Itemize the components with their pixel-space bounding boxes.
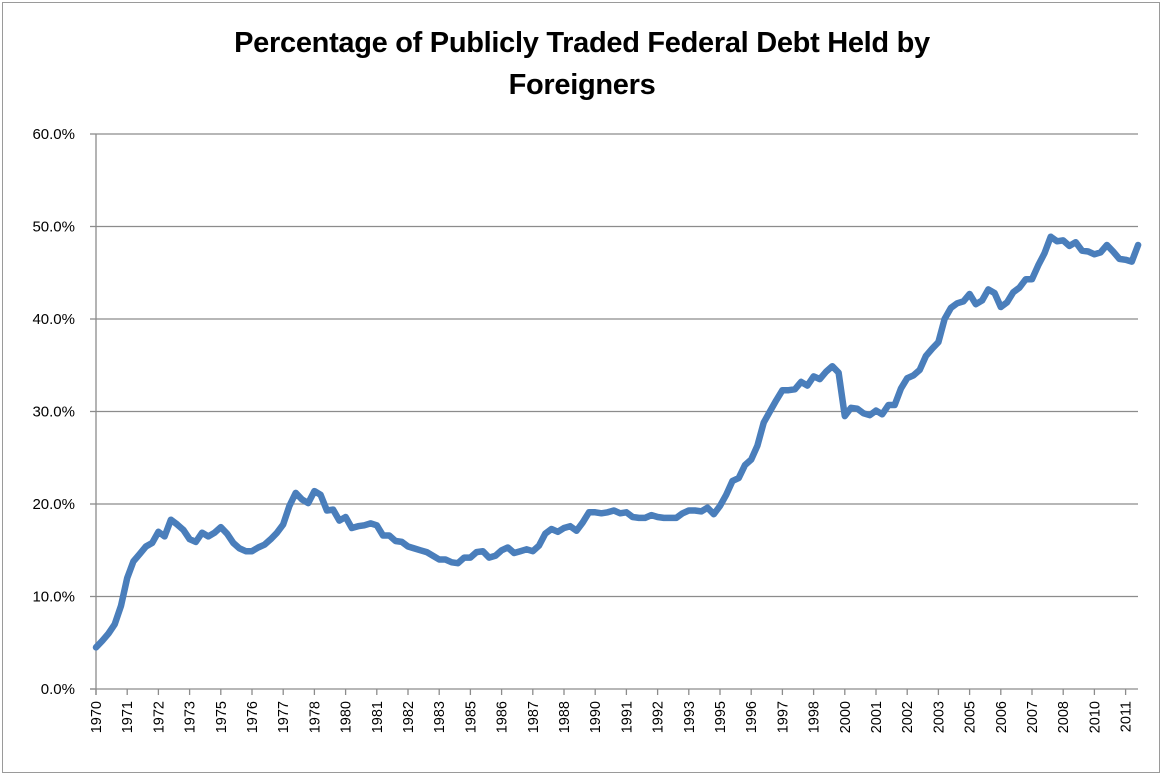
x-tick-label: 1998 <box>807 701 823 733</box>
x-tick-label: 1982 <box>401 701 417 733</box>
gridlines <box>96 133 1138 598</box>
x-tick-label: 2010 <box>1087 701 1103 733</box>
x-tick-label: 1973 <box>183 701 199 733</box>
x-tick-label: 2011 <box>1119 701 1135 732</box>
x-tick-label: 2002 <box>900 701 916 733</box>
y-tick-label: 20.0% <box>32 496 75 513</box>
y-tick-label: 0.0% <box>41 681 75 698</box>
x-tick-label: 1970 <box>89 701 105 733</box>
x-tick-label: 2000 <box>838 701 854 733</box>
x-tick-label: 2001 <box>869 701 885 733</box>
x-tick-label: 1985 <box>463 701 479 733</box>
x-tick-label: 1983 <box>432 701 448 733</box>
x-tick-label: 1975 <box>214 701 230 733</box>
y-tick-label: 50.0% <box>32 219 75 236</box>
y-tick-label: 30.0% <box>32 404 75 421</box>
x-axis: 1970 1971 1972 1973 1975 1976 1977 1978 1980 1981… <box>89 688 1138 733</box>
x-tick-label: 2007 <box>1025 701 1041 733</box>
x-tick-label: 1991 <box>619 701 635 733</box>
chart-title: Percentage of Publicly Traded Federal De… <box>0 22 1164 106</box>
x-tick-label: 2008 <box>1056 701 1072 733</box>
x-tick-label: 2003 <box>931 701 947 733</box>
x-tick-label: 1992 <box>651 701 667 733</box>
x-tick-label: 1988 <box>557 701 573 733</box>
x-tick-label: 1981 <box>370 701 386 733</box>
chart-title-line-2: Foreigners <box>508 69 656 101</box>
x-tick-label: 1986 <box>495 701 511 733</box>
y-tick-label: 60.0% <box>32 126 75 143</box>
x-tick-label: 1997 <box>775 701 791 733</box>
x-tick-label: 1971 <box>120 701 136 733</box>
x-tick-label: 2006 <box>994 701 1010 733</box>
x-tick-label: 1972 <box>151 701 167 733</box>
x-tick-label: 1977 <box>276 701 292 733</box>
x-tick-label: 1990 <box>588 701 604 733</box>
data-series-line <box>92 233 1142 651</box>
x-tick-label: 2005 <box>963 701 979 733</box>
y-tick-label: 10.0% <box>32 589 75 606</box>
x-tick-label: 1993 <box>682 701 698 733</box>
chart-title-line-1: Percentage of Publicly Traded Federal De… <box>234 27 930 59</box>
y-axis: 0.0% 10.0% 20.0% 30.0% 40.0% 50.0% 60.0% <box>32 126 97 698</box>
x-tick-label: 1996 <box>744 701 760 733</box>
x-tick-label: 1978 <box>307 701 323 733</box>
x-tick-label: 1987 <box>526 701 542 733</box>
x-tick-label: 1980 <box>339 701 355 733</box>
x-tick-label: 1976 <box>245 701 261 733</box>
x-tick-label: 1995 <box>713 701 729 733</box>
y-tick-label: 40.0% <box>32 311 75 328</box>
